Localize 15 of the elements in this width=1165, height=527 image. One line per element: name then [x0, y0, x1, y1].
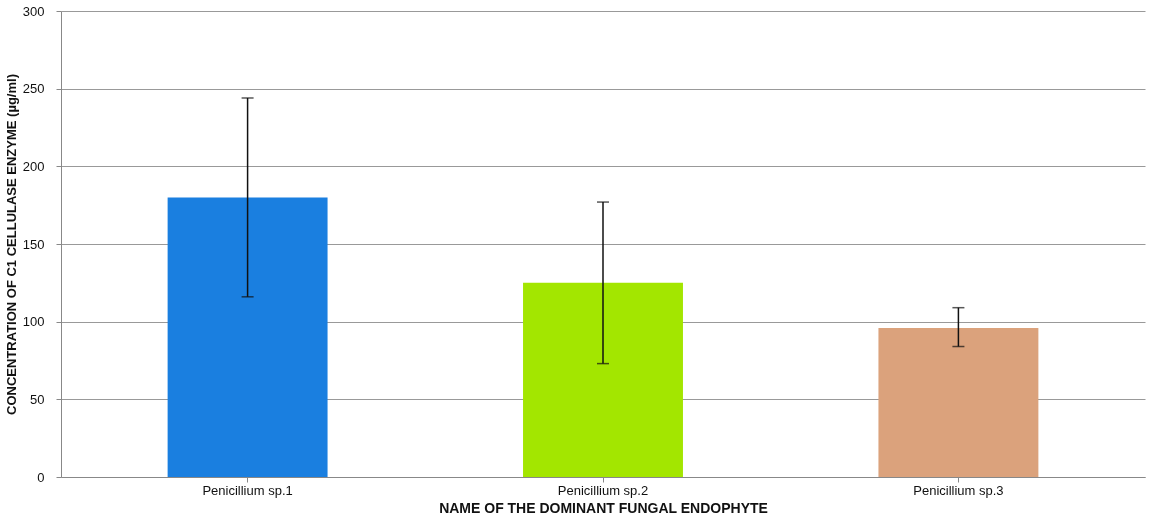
- x-tick-label: Penicillium sp.3: [913, 482, 1004, 498]
- bar: [523, 282, 683, 477]
- y-tick-label: 100: [22, 314, 45, 330]
- y-tick-label: 250: [22, 81, 45, 97]
- y-tick-label: 300: [22, 3, 45, 19]
- y-tick-label: 50: [30, 391, 45, 407]
- y-tick-label: 0: [37, 469, 45, 485]
- x-tick-label: Penicillium sp.2: [557, 482, 649, 498]
- y-tick-label: 200: [22, 158, 45, 174]
- y-axis-title: CONCENTRATION OF C1 CELLULASE ENZYME (µg/ml): [3, 74, 19, 415]
- bar: [878, 327, 1039, 477]
- x-axis-title: NAME OF THE DOMINANT FUNGAL ENDOPHYTE: [439, 499, 768, 516]
- y-tick-label: 150: [22, 236, 45, 252]
- x-tick-label: Penicillium sp.1: [202, 482, 293, 498]
- bar: [167, 197, 328, 477]
